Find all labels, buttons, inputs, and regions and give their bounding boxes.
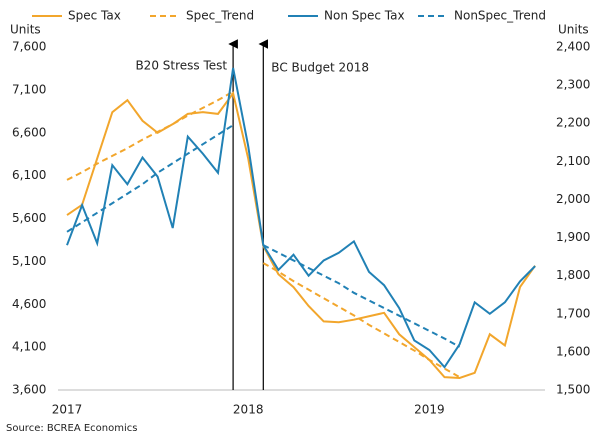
series-line (262, 262, 461, 379)
series-line (66, 124, 234, 233)
y-axis-label: Units (10, 23, 41, 37)
y2-tick-label: 1,700 (556, 306, 590, 320)
y-tick-label: 5,600 (12, 211, 46, 225)
y2-tick-label: 2,100 (556, 154, 590, 168)
series-line (262, 244, 461, 348)
y2-tick-label: 1,500 (556, 383, 590, 397)
x-tick-label: 2018 (233, 403, 264, 417)
series-line (66, 90, 536, 380)
y-tick-label: 3,600 (12, 383, 46, 397)
legend-label: NonSpec_Trend (454, 9, 546, 23)
y2-tick-label: 1,900 (556, 230, 590, 244)
y2-tick-label: 1,600 (556, 344, 590, 358)
annotation: BC Budget 2018 (271, 61, 369, 75)
y-tick-label: 5,100 (12, 254, 46, 268)
series-line (66, 90, 234, 181)
source: Source: BCREA Economics (6, 423, 137, 434)
y-tick-label: 6,600 (12, 125, 46, 139)
y-tick-label: 6,100 (12, 168, 46, 182)
legend-label: Non Spec Tax (324, 9, 405, 23)
legend-label: Spec Tax (68, 9, 121, 23)
y2-tick-label: 2,200 (556, 116, 590, 130)
y-tick-label: 4,600 (12, 297, 46, 311)
y-tick-label: 7,100 (12, 82, 46, 96)
y2-tick-label: 2,400 (556, 40, 590, 54)
y-tick-label: 4,100 (12, 340, 46, 354)
y2-axis-label: Units (558, 23, 589, 37)
annotation: B20 Stress Test (135, 59, 227, 73)
legend-label: Spec_Trend (186, 9, 254, 23)
y2-tick-label: 2,300 (556, 78, 590, 92)
y-tick-label: 7,600 (12, 40, 46, 54)
x-tick-label: 2019 (414, 403, 445, 417)
y2-tick-label: 2,000 (556, 192, 590, 206)
x-tick-label: 2017 (52, 403, 83, 417)
y2-tick-label: 1,800 (556, 268, 590, 282)
